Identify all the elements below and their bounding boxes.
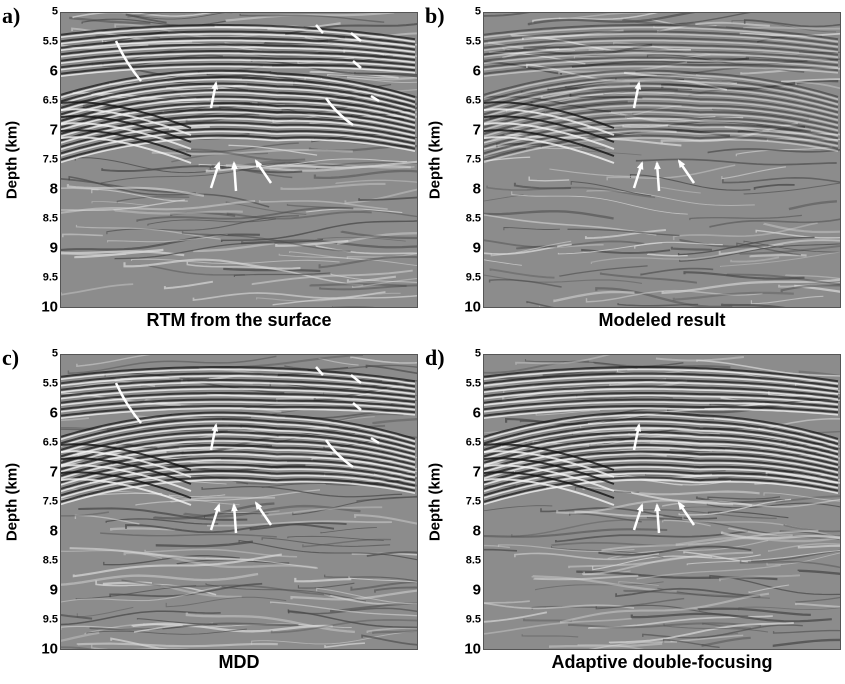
y-tick-label: 7 (49, 463, 58, 481)
y-tick-label: 8 (472, 180, 481, 198)
y-tick-label: 6.5 (465, 436, 481, 448)
y-tick-label: 7.5 (465, 495, 481, 507)
panel-a: a) Depth (km) 5 5.5 6 6.5 7 7.5 8 8.5 9 9.5 10 RTM… (0, 0, 422, 342)
y-axis-label: Depth (km) (3, 462, 21, 542)
y-tick-label: 8.5 (42, 212, 58, 224)
y-tick-label: 7 (472, 463, 481, 481)
panel-letter: d) (425, 345, 445, 370)
y-tick-label: 9 (472, 239, 481, 257)
y-tick-label: 8 (49, 180, 58, 198)
y-tick-label: 9.5 (42, 271, 58, 283)
panel-c: c) Depth (km) 5 5.5 6 6.5 7 7.5 8 8.5 9 9.5 10 MDD (0, 342, 422, 684)
y-tick-label: 8.5 (465, 554, 481, 566)
panel-caption: Adaptive double-focusing (551, 652, 773, 672)
y-tick-label: 5 (474, 5, 481, 18)
y-tick-label: 9.5 (465, 613, 481, 625)
y-axis-label: Depth (km) (426, 120, 444, 200)
y-tick-label: 10 (464, 640, 481, 658)
y-tick-label: 9.5 (42, 613, 58, 625)
panel-b: b) Depth (km) 5 5.5 6 6.5 7 7.5 8 8.5 9 9.5 10 Mod… (423, 0, 845, 342)
y-tick-label: 5.5 (42, 35, 58, 47)
y-tick-label: 7.5 (42, 153, 58, 165)
y-tick-label: 6.5 (42, 436, 58, 448)
panel-letter: c) (2, 345, 20, 370)
y-tick-label: 6 (49, 62, 58, 80)
y-tick-label: 5 (474, 347, 481, 360)
y-tick-label: 9.5 (465, 271, 481, 283)
y-axis-label: Depth (km) (3, 120, 21, 200)
y-tick-label: 9 (49, 581, 58, 599)
y-tick-label: 5.5 (465, 377, 481, 389)
y-tick-label: 5 (51, 5, 58, 18)
y-tick-label: 8.5 (42, 554, 58, 566)
y-tick-label: 8 (49, 522, 58, 540)
seismic-image (60, 12, 418, 308)
y-tick-label: 6 (49, 404, 58, 422)
y-tick-label: 7.5 (465, 153, 481, 165)
y-axis-label: Depth (km) (426, 462, 444, 542)
panel-d: d) Depth (km) 5 5.5 6 6.5 7 7.5 8 8.5 9 9.5 10 Ada… (423, 342, 845, 684)
seismic-image (483, 354, 841, 650)
y-tick-label: 6.5 (465, 94, 481, 106)
panel-caption: RTM from the surface (146, 310, 332, 330)
y-tick-label: 10 (41, 640, 58, 658)
y-tick-label: 6.5 (42, 94, 58, 106)
y-tick-label: 5.5 (465, 35, 481, 47)
y-tick-label: 10 (464, 298, 481, 316)
y-tick-label: 5 (51, 347, 58, 360)
panel-letter: a) (2, 3, 21, 28)
y-tick-label: 7.5 (42, 495, 58, 507)
y-tick-label: 9 (472, 581, 481, 599)
panel-caption: Modeled result (598, 310, 726, 330)
y-tick-label: 10 (41, 298, 58, 316)
seismic-image (483, 12, 841, 308)
y-tick-label: 9 (49, 239, 58, 257)
seismic-image (60, 354, 418, 650)
panel-letter: b) (425, 3, 445, 28)
y-tick-label: 8.5 (465, 212, 481, 224)
y-tick-label: 7 (49, 121, 58, 139)
y-tick-label: 5.5 (42, 377, 58, 389)
panel-caption: MDD (218, 652, 260, 672)
y-tick-label: 6 (472, 62, 481, 80)
y-tick-label: 6 (472, 404, 481, 422)
y-tick-label: 8 (472, 522, 481, 540)
y-tick-label: 7 (472, 121, 481, 139)
